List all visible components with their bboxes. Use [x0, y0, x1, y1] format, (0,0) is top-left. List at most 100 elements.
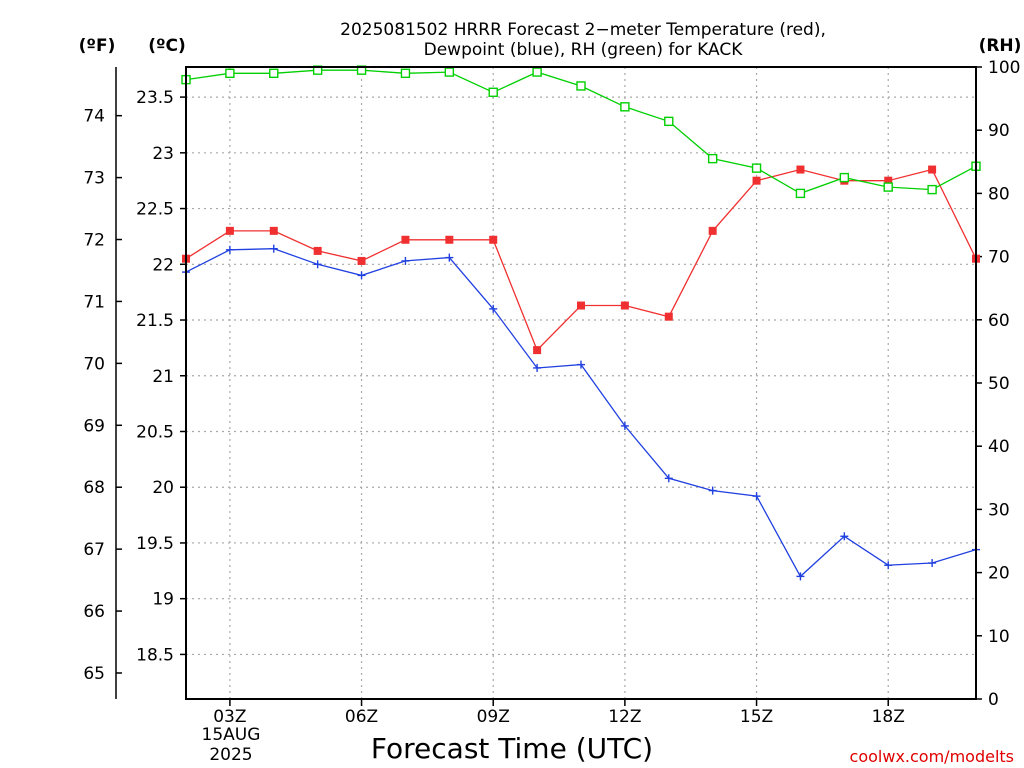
celsius-tick-label: 21 [152, 367, 174, 387]
x-tick-label: 06Z [345, 707, 378, 727]
rh-point [488, 87, 498, 97]
dewpoint-point [796, 572, 805, 581]
x-tick-label: 18Z [872, 707, 905, 727]
dewpoint-point [357, 271, 366, 280]
dewpoint-point [445, 253, 454, 262]
x-tick-label: 09Z [477, 707, 510, 727]
dewpoint-point [708, 486, 717, 495]
temperature-point [664, 312, 673, 321]
rh-point [795, 188, 806, 199]
dewpoint-point [533, 363, 542, 372]
fahrenheit-tick-label: 71 [83, 292, 105, 312]
x-axis-title: Forecast Time (UTC) [371, 732, 653, 765]
date-label-year: 2025 [209, 745, 252, 765]
x-tick-label: 12Z [608, 707, 641, 727]
celsius-tick-label: 19 [152, 590, 174, 610]
plot-frame [185, 66, 977, 700]
rh-tick-label: 50 [988, 374, 1010, 394]
dewpoint-point [269, 244, 278, 253]
rh-point [620, 102, 630, 112]
fahrenheit-tick-label: 67 [83, 540, 105, 560]
temperature-point [357, 256, 366, 265]
dewpoint-point [401, 256, 410, 265]
x-tick-label: 03Z [213, 707, 246, 727]
rh-point [400, 68, 411, 79]
rh-tick-label: 60 [988, 311, 1010, 331]
rh-point [707, 153, 718, 164]
fahrenheit-tick-label: 68 [83, 478, 105, 498]
celsius-tick-label: 22.5 [136, 200, 174, 220]
celsius-tick-label: 20 [152, 478, 174, 498]
celsius-tick-label: 19.5 [136, 534, 174, 554]
rh-point [839, 172, 850, 183]
rh-point [225, 68, 235, 79]
rh-axis: 0 10 20 30 40 50 60 70 80 90 100 [976, 58, 1020, 710]
fahrenheit-tick-label: 66 [83, 602, 105, 622]
temperature-point [533, 346, 542, 355]
dewpoint-point [928, 559, 937, 568]
temperature-point [225, 226, 234, 235]
date-label-day: 15AUG [202, 725, 261, 745]
temperature-point [445, 235, 454, 244]
temperature-point [577, 301, 585, 310]
dewpoint-point [752, 492, 761, 501]
celsius-unit-label: (ºC) [148, 36, 186, 56]
x-axis: 03Z 06Z 09Z 12Z 15Z 18Z [213, 699, 905, 727]
fahrenheit-unit-label: (ºF) [79, 36, 116, 56]
x-tick-label: 15Z [740, 707, 773, 727]
fahrenheit-tick-label: 69 [83, 416, 105, 436]
rh-point [576, 81, 586, 91]
temperature-point [796, 165, 805, 174]
rh-tick-label: 70 [988, 248, 1010, 268]
rh-tick-label: 80 [988, 184, 1010, 204]
chart-title-line2: Dewpoint (blue), RH (green) for KACK [424, 40, 744, 60]
celsius-tick-label: 18.5 [136, 645, 174, 665]
rh-tick-label: 100 [988, 58, 1020, 78]
rh-point [927, 184, 937, 195]
dewpoint-point [577, 360, 585, 369]
rh-tick-label: 40 [988, 437, 1010, 457]
temperature-point [928, 165, 937, 174]
site-credit: coolwx.com/modelts [850, 747, 1014, 766]
rh-tick-label: 30 [988, 500, 1010, 520]
fahrenheit-tick-label: 70 [83, 354, 105, 374]
rh-tick-label: 0 [988, 690, 999, 710]
rh-unit-label: (RH) [979, 36, 1022, 56]
temperature-point [401, 235, 410, 244]
chart-title-line1: 2025081502 HRRR Forecast 2−meter Tempera… [340, 20, 826, 40]
temperature-point [620, 301, 629, 310]
dewpoint-point [489, 304, 498, 313]
celsius-axis: 18.5 19 19.5 20 20.5 21 21.5 22 22.5 23 23.5 [136, 88, 186, 665]
rh-point [751, 163, 762, 173]
celsius-tick-label: 22 [152, 255, 174, 275]
fahrenheit-tick-label: 74 [83, 107, 105, 127]
rh-point [269, 68, 279, 79]
dewpoint-point [840, 532, 849, 541]
temperature-point [269, 226, 278, 235]
rh-tick-label: 90 [988, 121, 1010, 141]
fahrenheit-tick-label: 65 [83, 664, 105, 684]
rh-tick-label: 10 [988, 627, 1010, 647]
temperature-point [313, 246, 322, 255]
rh-point [444, 67, 455, 77]
dewpoint-point [225, 245, 234, 254]
temperature-point [708, 226, 717, 235]
temperature-point [884, 176, 893, 185]
celsius-tick-label: 21.5 [136, 311, 174, 331]
fahrenheit-axis: 65 66 67 68 69 70 71 72 73 74 [83, 67, 122, 699]
fahrenheit-tick-label: 73 [83, 169, 105, 189]
celsius-tick-label: 23 [152, 144, 174, 164]
celsius-tick-label: 23.5 [136, 88, 174, 108]
rh-tick-label: 20 [988, 564, 1010, 584]
dewpoint-point [620, 421, 629, 430]
dewpoint-point [884, 561, 893, 570]
rh-point [664, 116, 674, 127]
series-layer [181, 65, 981, 581]
rh-point [532, 67, 542, 77]
dewpoint-point [313, 260, 322, 269]
dewpoint-point [664, 474, 673, 483]
celsius-tick-label: 20.5 [136, 422, 174, 442]
rh-point [883, 182, 893, 192]
